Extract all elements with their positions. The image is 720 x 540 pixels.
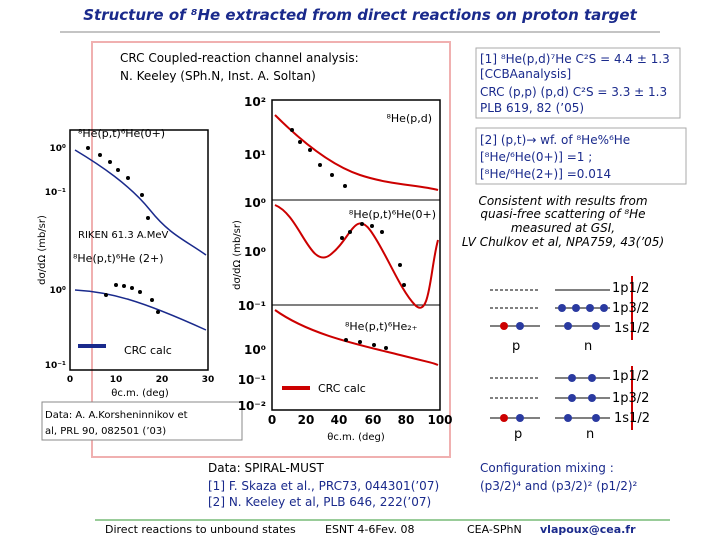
data-ref: Data: SPIRAL-MUST <box>208 461 325 475</box>
y-ticks: 10² 10¹ 10⁰ 10⁰ 10⁻¹ 10⁰ 10⁻¹ 10⁻² 0 20 … <box>238 95 453 427</box>
curve <box>274 114 439 191</box>
left-frame <box>69 129 209 371</box>
note: measured at GSI, <box>511 221 615 235</box>
ref-line: [2] (p,t)→ wf. of ⁸He%⁶He <box>480 133 630 147</box>
ref-line: PLB 619, 82 (’05) <box>480 101 584 115</box>
ref-line: [⁸He/⁶He(2+)] =0.014 <box>480 167 611 181</box>
data-ref: [2] N. Keeley et al, PLB 646, 222(’07) <box>208 495 431 509</box>
curve <box>274 204 439 309</box>
crc-line: N. Keeley (SPh.N, Inst. A. Soltan) <box>120 69 316 83</box>
y-tick-label: 10⁻¹ <box>45 188 66 198</box>
crc-line: CRC Coupled-reaction channel analysis: <box>120 51 359 65</box>
legend-label: CRC calc <box>318 382 366 395</box>
data-points <box>86 146 160 314</box>
ref-line: [⁸He/⁶He(0+)] =1 ; <box>480 150 592 164</box>
curve <box>74 149 207 256</box>
y-axis-label: dσ/dΩ (mb/sr) <box>232 220 243 290</box>
title: Structure of ⁸He extracted from direct r… <box>83 6 637 24</box>
config: Configuration mixing : <box>480 461 614 475</box>
data-points <box>290 128 406 350</box>
level-label: 1p1/2 <box>612 281 649 296</box>
x-tick-label: 30 <box>202 375 215 385</box>
y-tick-label: 10⁻¹ <box>45 361 66 371</box>
curve <box>274 309 439 366</box>
level-label: 1s1/2 <box>614 411 650 426</box>
ref-line: [CCBAanalysis] <box>480 67 571 81</box>
figure-box <box>91 41 451 458</box>
axis-label: n <box>584 339 592 354</box>
note: LV Chulkov et al, NPA759, 43(’05) <box>462 235 664 249</box>
x-tick-label: 0 <box>268 413 276 427</box>
ref-box <box>475 127 687 185</box>
y-tick-label: 10⁰ <box>244 196 266 210</box>
plot-label: ⁸He(p,d) <box>387 112 433 125</box>
level-label: 1p1/2 <box>612 369 649 384</box>
y-tick-label: 10⁰ <box>244 343 266 357</box>
note: Data: A. A.Korsheninnikov et <box>45 410 188 421</box>
data-ref: [1] F. Skaza et al., PRC73, 044301(’07) <box>208 479 439 493</box>
x-axis-label: θc.m. (deg) <box>327 432 385 443</box>
x-tick-label: 60 <box>365 413 382 427</box>
footer: CEA-SPhN <box>467 523 522 536</box>
legend-label: CRC calc <box>124 344 172 357</box>
x-tick-label: 80 <box>398 413 415 427</box>
axis-label: n <box>586 427 594 442</box>
y-tick-label: 10² <box>244 95 266 109</box>
x-tick-label: 0 <box>67 375 73 385</box>
note-box <box>41 401 243 441</box>
y-tick-label: 10⁻¹ <box>238 373 266 387</box>
y-tick-label: 10⁻² <box>238 399 266 413</box>
ref-line: [1] ⁸He(p,d)⁷He C²S = 4.4 ± 1.3 <box>480 52 670 66</box>
level-label: 1p3/2 <box>612 301 649 316</box>
y-tick-label: 10⁰ <box>244 245 266 259</box>
x-tick-label: 100 <box>427 413 452 427</box>
x-axis-label: θc.m. (deg) <box>111 388 169 399</box>
level-diagram: 1p1/2 1p3/2 1s1/2 p n <box>490 366 650 442</box>
y-tick-label: 10⁻¹ <box>238 299 266 313</box>
footer: Direct reactions to unbound states <box>105 523 296 536</box>
y-axis-label: dσ/dΩ (mb/sr) <box>37 215 48 285</box>
footer: vlapoux@cea.fr <box>540 523 636 536</box>
y-tick-label: 10¹ <box>244 148 266 162</box>
plot-label: ⁸He(p,t)⁶He(0+) <box>78 127 165 140</box>
ref-box <box>475 47 681 119</box>
x-tick-label: 10 <box>110 375 123 385</box>
plot-label: ⁸He(p,t)⁶He (2+) <box>73 252 164 265</box>
note: Consistent with results from <box>478 194 647 208</box>
axis-label: p <box>514 427 522 442</box>
plot-label: ⁸He(p,t)⁶He(0+) <box>349 208 436 221</box>
config: (p3/2)⁴ and (p3/2)² (p1/2)² <box>480 479 638 493</box>
ref-line: CRC (p,p) (p,d) C²S = 3.3 ± 1.3 <box>480 85 667 99</box>
x-tick-label: 20 <box>298 413 315 427</box>
level-label: 1s1/2 <box>614 321 650 336</box>
middle-frame <box>271 99 441 411</box>
y-tick-label: 10⁰ <box>50 286 67 296</box>
note: al, PRL 90, 082501 (’03) <box>45 426 166 437</box>
curve <box>74 289 207 331</box>
x-tick-label: 40 <box>331 413 348 427</box>
level-label: 1p3/2 <box>612 391 649 406</box>
x-tick-label: 20 <box>156 375 169 385</box>
y-tick-label: 10⁰ <box>50 144 67 154</box>
footer: ESNT 4-6Fev. 08 <box>325 523 414 536</box>
plot-label: RIKEN 61.3 A.MeV <box>78 230 169 241</box>
axis-label: p <box>512 339 520 354</box>
level-diagram: 1p1/2 1p3/2 1s1/2 p n <box>490 276 650 354</box>
plot-label: ⁸He(p,t)⁶He₂₊ <box>345 320 418 333</box>
note: quasi-free scattering of ⁸He <box>480 207 645 221</box>
